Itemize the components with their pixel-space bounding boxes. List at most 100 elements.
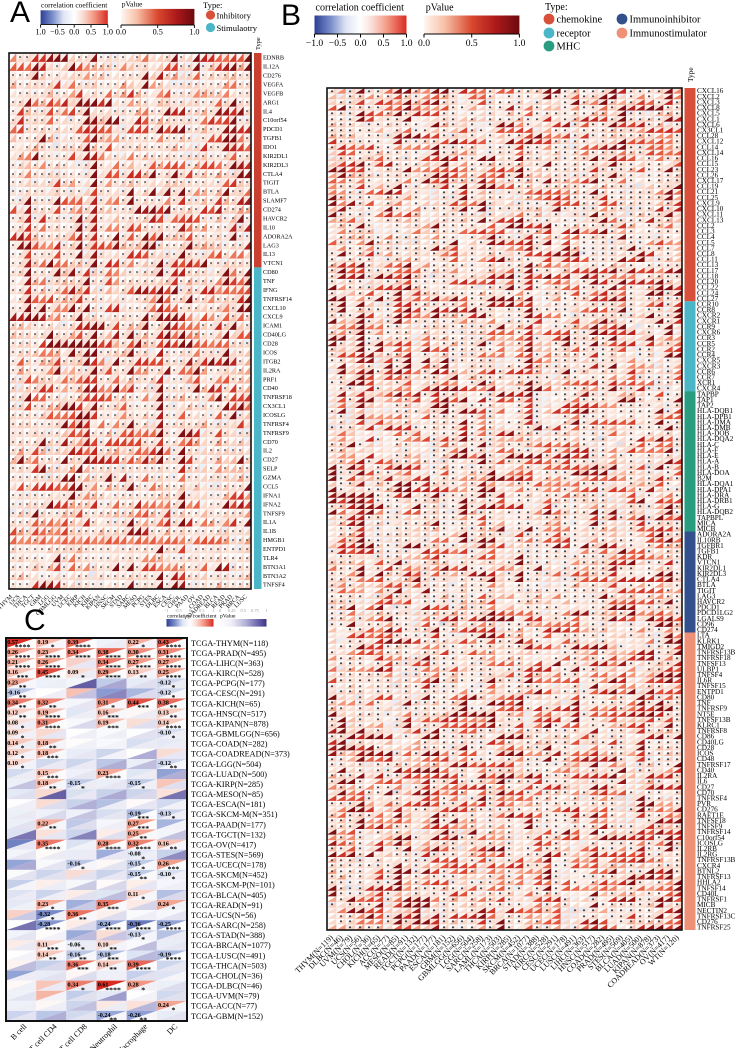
svg-text:TCGA-CESC(N=291): TCGA-CESC(N=291) xyxy=(191,689,265,698)
svg-text:CX3CL1: CX3CL1 xyxy=(263,403,286,410)
svg-text:****: **** xyxy=(105,844,121,853)
svg-text:**: ** xyxy=(19,693,27,702)
svg-text:CCL5: CCL5 xyxy=(263,483,278,490)
svg-text:TCGA-SKCM(N=452): TCGA-SKCM(N=452) xyxy=(191,871,268,880)
svg-text:CD40LG: CD40LG xyxy=(263,332,287,339)
svg-text:****: **** xyxy=(45,713,61,722)
svg-text:ENTPD1: ENTPD1 xyxy=(697,688,724,696)
svg-text:**: ** xyxy=(79,915,87,924)
svg-text:CX3CL1: CX3CL1 xyxy=(697,127,724,135)
svg-text:0.5: 0.5 xyxy=(378,38,390,49)
svg-text:CD28: CD28 xyxy=(697,744,715,752)
svg-text:****: **** xyxy=(166,925,182,934)
svg-text:CCL11: CCL11 xyxy=(697,256,718,264)
svg-text:IL12A: IL12A xyxy=(263,64,280,71)
svg-text:0.44: 0.44 xyxy=(128,699,139,706)
svg-text:0.35: 0.35 xyxy=(37,841,48,848)
svg-text:*: * xyxy=(141,854,145,863)
svg-text:CCL14: CCL14 xyxy=(697,143,719,151)
svg-text:-0.12: -0.12 xyxy=(158,760,171,767)
svg-text:*: * xyxy=(21,754,25,763)
svg-text:-0.15: -0.15 xyxy=(128,861,141,868)
svg-text:SELP: SELP xyxy=(263,466,278,473)
svg-text:TNFRSF13: TNFRSF13 xyxy=(697,873,731,881)
svg-text:TCGA-SKCM-P(N=101): TCGA-SKCM-P(N=101) xyxy=(191,881,275,890)
svg-text:****: **** xyxy=(105,663,121,672)
svg-text:0.31: 0.31 xyxy=(98,699,109,706)
svg-text:TNFRSF25: TNFRSF25 xyxy=(697,924,731,932)
svg-text:ICAM1: ICAM1 xyxy=(263,323,282,330)
svg-text:TCGA-KIRC(N=528): TCGA-KIRC(N=528) xyxy=(191,669,264,678)
svg-text:CCR6: CCR6 xyxy=(697,368,715,376)
svg-text:NECTIN2: NECTIN2 xyxy=(697,907,727,915)
svg-text:***: *** xyxy=(107,905,119,914)
svg-text:**: ** xyxy=(170,764,178,773)
svg-text:**: ** xyxy=(49,955,57,964)
svg-text:CCL20: CCL20 xyxy=(697,278,719,286)
svg-text:-0.15: -0.15 xyxy=(128,780,141,787)
svg-text:CTLA4: CTLA4 xyxy=(263,171,282,178)
svg-text:CXCL9: CXCL9 xyxy=(263,314,283,321)
svg-text:1: 1 xyxy=(265,608,267,613)
svg-text:TNFRSF9: TNFRSF9 xyxy=(263,430,289,437)
svg-text:−0.5: −0.5 xyxy=(50,28,65,37)
svg-text:-0.24: -0.24 xyxy=(98,921,111,928)
svg-text:***: *** xyxy=(107,713,119,722)
svg-text:pValue: pValue xyxy=(220,614,236,620)
svg-text:***: *** xyxy=(47,945,59,954)
svg-text:HLA-B: HLA-B xyxy=(697,463,719,471)
svg-text:CCR10: CCR10 xyxy=(697,301,719,309)
svg-text:NT5E: NT5E xyxy=(697,710,715,718)
svg-text:0.34: 0.34 xyxy=(7,699,18,706)
svg-text:TNFRSF18: TNFRSF18 xyxy=(697,654,731,662)
svg-text:**: ** xyxy=(79,955,87,964)
svg-text:Immunostimulator: Immunostimulator xyxy=(630,29,708,40)
svg-text:TNFSF13: TNFSF13 xyxy=(697,660,726,668)
svg-text:1.0: 1.0 xyxy=(189,28,199,37)
svg-text:**: ** xyxy=(139,673,147,682)
svg-text:0.5: 0.5 xyxy=(153,28,163,37)
svg-text:CCL25: CCL25 xyxy=(697,194,719,202)
svg-text:TCGA-DLBC(N=46): TCGA-DLBC(N=46) xyxy=(191,982,262,991)
svg-text:HLA-A: HLA-A xyxy=(697,458,720,466)
svg-text:0.39: 0.39 xyxy=(68,639,79,646)
svg-text:-0.28: -0.28 xyxy=(37,921,50,928)
svg-text:***: *** xyxy=(107,723,119,732)
svg-text:TCGA-COADREAD(N=373): TCGA-COADREAD(N=373) xyxy=(191,750,290,759)
svg-text:**: ** xyxy=(19,683,27,692)
svg-text:VEGFA: VEGFA xyxy=(263,81,284,88)
svg-text:0.16: 0.16 xyxy=(158,841,169,848)
svg-text:CCL28: CCL28 xyxy=(697,132,719,140)
svg-text:TIGIT: TIGIT xyxy=(697,587,716,595)
svg-text:0: 0 xyxy=(219,608,222,613)
svg-text:TNF: TNF xyxy=(697,699,711,707)
svg-text:PRF1: PRF1 xyxy=(263,376,277,383)
svg-text:TNFRSF18: TNFRSF18 xyxy=(263,394,292,401)
svg-text:****: **** xyxy=(105,774,121,783)
svg-text:*: * xyxy=(21,733,25,742)
svg-text:*: * xyxy=(21,723,25,732)
svg-text:-0.16: -0.16 xyxy=(68,951,81,958)
svg-text:MICB: MICB xyxy=(697,525,716,533)
svg-text:0.0: 0.0 xyxy=(116,28,126,37)
svg-text:0.31: 0.31 xyxy=(37,720,48,727)
svg-text:****: **** xyxy=(45,653,61,662)
svg-text:*: * xyxy=(111,703,115,712)
svg-text:****: **** xyxy=(45,723,61,732)
svg-text:TCGA-ESCA(N=181): TCGA-ESCA(N=181) xyxy=(191,800,265,809)
svg-text:0.10: 0.10 xyxy=(7,760,18,767)
svg-text:VTCN1: VTCN1 xyxy=(697,559,721,567)
svg-text:0.19: 0.19 xyxy=(37,639,48,646)
svg-text:CXCL17: CXCL17 xyxy=(697,177,724,185)
svg-text:VTCN1: VTCN1 xyxy=(263,260,283,267)
svg-text:TNFRSF13C: TNFRSF13C xyxy=(697,912,736,920)
svg-text:*: * xyxy=(171,1006,175,1015)
svg-text:TNFRSF8: TNFRSF8 xyxy=(697,727,727,735)
svg-text:**: ** xyxy=(170,703,178,712)
svg-text:0.61: 0.61 xyxy=(98,982,109,989)
svg-text:correlation coefficient: correlation coefficient xyxy=(316,2,405,13)
svg-text:0.11: 0.11 xyxy=(128,891,139,898)
svg-text:PVR: PVR xyxy=(697,800,711,808)
svg-text:TNFSF9: TNFSF9 xyxy=(263,510,285,517)
svg-text:TCGA-UCS(N=56): TCGA-UCS(N=56) xyxy=(191,911,256,920)
